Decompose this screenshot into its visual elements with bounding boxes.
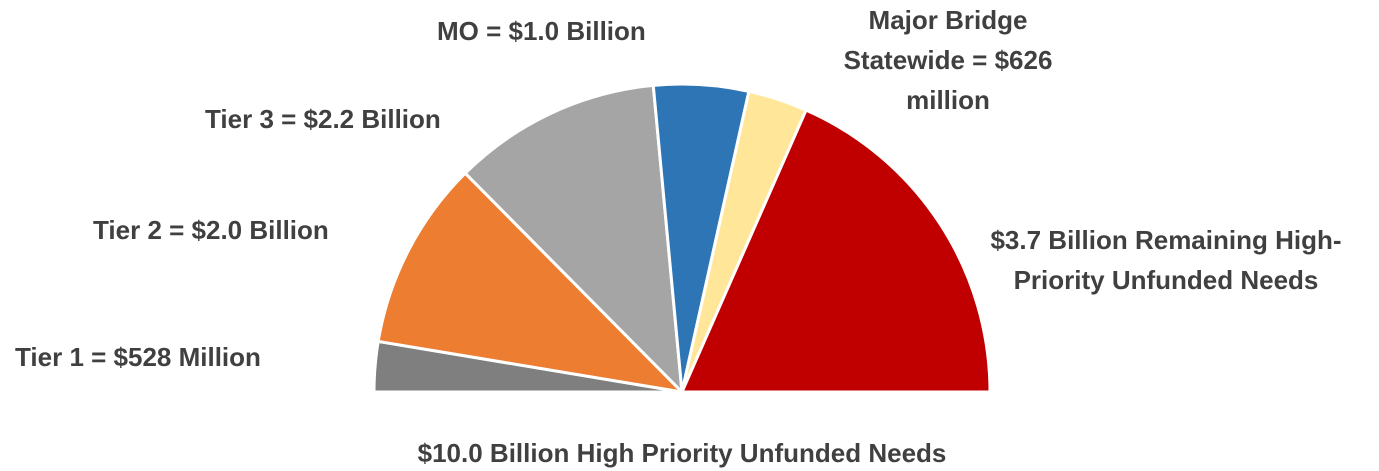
slice-label-line: Tier 3 = $2.2 Billion <box>205 104 441 134</box>
slice-group <box>372 82 992 394</box>
slice-label-line: $3.7 Billion Remaining High- <box>990 225 1341 255</box>
slice-label-line: Major Bridge <box>869 5 1028 35</box>
slice-label-line: million <box>906 85 990 115</box>
slice-label-tier2: Tier 2 = $2.0 Billion <box>93 215 329 245</box>
slice-remaining <box>680 108 992 394</box>
slice-label-line: MO = $1.0 Billion <box>437 16 646 46</box>
slice-label-major-bridge: Major Bridge Statewide = $626 million <box>844 5 1053 115</box>
label-group: Tier 1 = $528 Million Tier 2 = $2.0 Billi… <box>15 5 1342 372</box>
slice-label-mo: MO = $1.0 Billion <box>437 16 646 46</box>
slice-label-line: Statewide = $626 <box>844 45 1053 75</box>
slice-label-line: Tier 2 = $2.0 Billion <box>93 215 329 245</box>
slice-label-tier3: Tier 3 = $2.2 Billion <box>205 104 441 134</box>
slice-label-tier1: Tier 1 = $528 Million <box>15 342 261 372</box>
chart-title: $10.0 Billion High Priority Unfunded Nee… <box>418 438 947 468</box>
slice-label-line: Priority Unfunded Needs <box>1014 265 1319 295</box>
slice-label-remaining: $3.7 Billion Remaining High- Priority Unf… <box>990 225 1341 295</box>
slice-tier2 <box>376 171 684 394</box>
slice-tier3 <box>463 83 684 394</box>
slice-label-line: Tier 1 = $528 Million <box>15 342 261 372</box>
